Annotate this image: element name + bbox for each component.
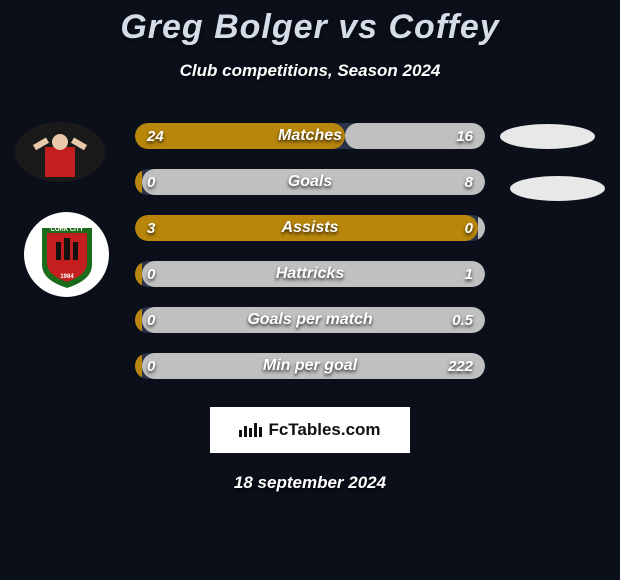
stat-row: Goals per match0 0.5 [135, 307, 485, 333]
stat-value-right: 0.5 [452, 307, 473, 333]
stat-value-right: 8 [465, 169, 473, 195]
player2-avatar-placeholder-2 [510, 176, 605, 201]
stat-row: Matches24 16 [135, 123, 485, 149]
stat-value-right: 0 [465, 215, 473, 241]
stat-value-left: 0 [147, 169, 155, 195]
stat-row: Hattricks0 1 [135, 261, 485, 287]
subtitle: Club competitions, Season 2024 [0, 61, 620, 81]
cork-city-shield-icon: CORK CITY 1984 [32, 220, 102, 290]
stat-row: Goals0 8 [135, 169, 485, 195]
fctables-watermark: FcTables.com [210, 407, 410, 453]
stat-label: Hattricks [135, 261, 485, 287]
stat-value-left: 24 [147, 123, 164, 149]
stat-value-left: 0 [147, 261, 155, 287]
stat-value-right: 222 [448, 353, 473, 379]
svg-text:1984: 1984 [60, 274, 74, 280]
stat-value-right: 16 [456, 123, 473, 149]
club-badge: CORK CITY 1984 [24, 212, 109, 297]
player1-avatar [15, 122, 105, 182]
stat-value-right: 1 [465, 261, 473, 287]
stat-value-left: 0 [147, 307, 155, 333]
fctables-text: FcTables.com [268, 420, 380, 440]
player-celebration-icon [25, 127, 95, 177]
svg-text:CORK CITY: CORK CITY [50, 227, 83, 233]
stat-label: Assists [135, 215, 485, 241]
date-text: 18 september 2024 [0, 473, 620, 493]
stat-row: Min per goal0 222 [135, 353, 485, 379]
stat-label: Goals per match [135, 307, 485, 333]
page-title: Greg Bolger vs Coffey [0, 0, 620, 47]
bar-chart-icon [239, 423, 262, 437]
stat-label: Goals [135, 169, 485, 195]
stat-value-left: 0 [147, 353, 155, 379]
player2-avatar-placeholder-1 [500, 124, 595, 149]
stat-value-left: 3 [147, 215, 155, 241]
stat-row: Assists3 0 [135, 215, 485, 241]
stat-label: Min per goal [135, 353, 485, 379]
stat-label: Matches [135, 123, 485, 149]
